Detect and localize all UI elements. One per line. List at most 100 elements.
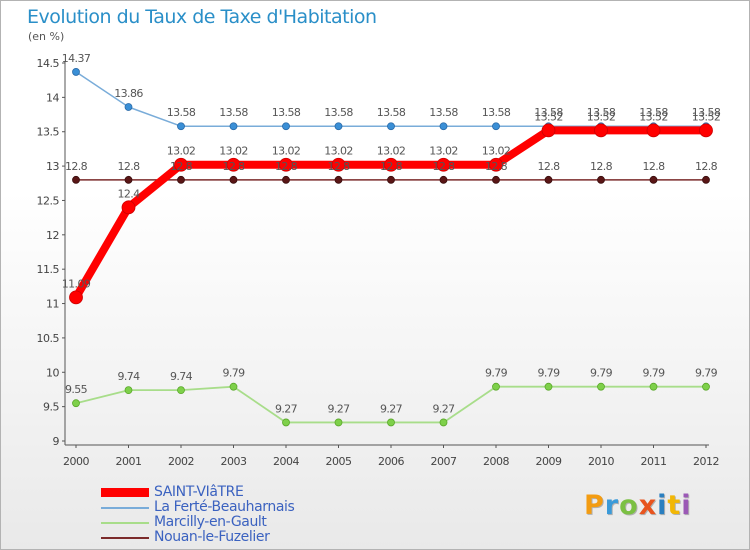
data-point [282,175,290,184]
data-point [229,175,238,184]
x-tick-label: 2011 [641,455,667,468]
data-point [649,382,658,391]
x-tick-label: 2009 [536,455,562,468]
data-label: 13.58 [692,106,721,119]
data-label: 13.86 [114,87,143,100]
legend-label: La Ferté-Beauharnais [154,499,295,515]
data-label: 13.02 [482,145,511,158]
data-label: 12.8 [327,160,350,173]
data-label: 13.58 [587,106,616,119]
data-point [334,418,343,427]
data-point [544,175,553,184]
data-point [124,175,133,184]
data-point [492,122,500,131]
data-point [69,290,83,305]
data-point [121,200,136,215]
data-point [331,157,346,172]
data-point [597,175,605,184]
data-point [174,157,188,172]
data-point [702,175,710,184]
data-point [334,122,343,131]
y-tick-label: 9 [53,435,60,448]
data-point [124,103,133,111]
data-label: 12.8 [222,160,245,173]
legend-swatch [101,488,149,497]
x-tick-label: 2012 [693,455,719,468]
data-label: 13.02 [324,145,353,158]
legend-swatch [101,521,149,524]
x-tick-label: 2008 [483,455,509,468]
y-tick-label: 13.5 [37,126,60,139]
data-label: 12.8 [275,160,298,173]
data-label: 11.09 [62,277,91,290]
data-label: 9.27 [432,402,455,415]
legend-swatch [101,536,149,539]
data-point [72,68,80,76]
data-label: 13.58 [639,106,668,119]
chart-title: Evolution du Taux de Taxe d'Habitation [27,6,377,28]
data-label: 9.27 [380,402,403,415]
x-tick-label: 2010 [588,455,614,468]
y-tick-label: 10 [46,366,59,379]
unit-label: (en %) [28,30,65,43]
data-point [436,157,451,172]
data-label: 13.02 [429,145,458,158]
x-tick-label: 2005 [326,455,352,468]
data-label: 9.79 [222,367,245,380]
data-label: 13.52 [639,110,668,123]
data-point [597,382,605,391]
data-label: 13.52 [587,110,616,123]
data-point [334,175,343,184]
data-point [492,382,500,391]
data-label: 13.58 [272,106,301,119]
data-point [387,418,395,427]
y-tick-label: 13 [46,160,59,173]
data-point [282,418,290,427]
data-point [229,122,238,131]
data-point [177,122,185,131]
x-tick-label: 2007 [431,455,457,468]
data-label: 13.58 [377,106,406,119]
data-label: 12.8 [432,160,455,173]
data-label: 9.79 [485,367,508,380]
data-point [279,157,293,172]
data-point [489,157,503,172]
data-label: 12.8 [380,160,403,173]
data-point [699,123,713,138]
data-label: 9.27 [327,402,350,415]
y-tick-label: 9.5 [43,401,59,414]
data-point [229,382,238,391]
data-point [439,175,448,184]
data-label: 12.8 [642,160,665,173]
data-label: 12.8 [65,160,88,173]
data-label: 13.58 [219,106,248,119]
data-point [177,175,185,184]
data-label: 9.74 [170,370,193,383]
data-point [544,382,553,391]
data-point [702,382,710,391]
data-point [387,122,395,131]
data-label: 9.55 [65,383,88,396]
data-point [384,157,398,172]
data-point [492,175,500,184]
data-point [646,123,661,138]
y-tick-label: 14 [46,91,59,104]
data-point [177,386,185,395]
data-label: 12.8 [485,160,508,173]
data-label: 13.52 [534,110,563,123]
data-label: 12.8 [695,160,718,173]
data-point [439,418,448,427]
data-point [649,175,658,184]
data-label: 12.4 [117,187,140,200]
x-tick-label: 2003 [221,455,247,468]
data-label: 13.58 [482,106,511,119]
data-label: 13.58 [429,106,458,119]
y-tick-label: 12 [46,229,59,242]
data-label: 13.58 [534,106,563,119]
x-tick-label: 2002 [168,455,194,468]
data-label: 9.79 [590,367,613,380]
data-point [124,386,133,395]
data-label: 12.8 [170,160,193,173]
